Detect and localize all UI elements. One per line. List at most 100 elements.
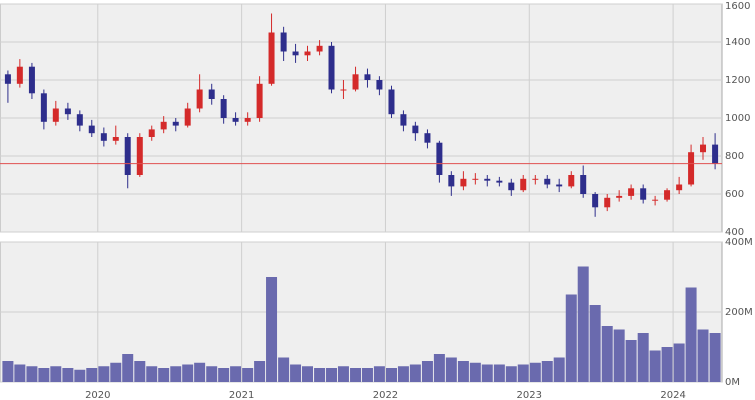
- volume-bar: [493, 364, 505, 382]
- volume-bar: [613, 329, 625, 382]
- candle-body: [520, 178, 527, 191]
- volume-bar: [182, 364, 194, 382]
- candle-body: [316, 45, 323, 52]
- candle-body: [496, 180, 503, 183]
- candle-body: [412, 125, 419, 134]
- candle-body: [400, 114, 407, 126]
- volume-bar: [158, 368, 170, 382]
- candle-body: [112, 137, 119, 141]
- candle-body: [664, 190, 671, 200]
- volume-bar: [625, 340, 637, 382]
- candle-body: [376, 80, 383, 90]
- volume-bar: [74, 369, 86, 382]
- volume-bar: [26, 366, 38, 382]
- volume-bar: [445, 357, 457, 382]
- candle-body: [160, 121, 167, 130]
- candle-body: [40, 93, 47, 122]
- candle-body: [556, 184, 563, 187]
- candle-body: [364, 74, 371, 80]
- candle-body: [628, 188, 635, 196]
- candle-body: [700, 144, 707, 153]
- candle-body: [640, 188, 647, 200]
- candle-body: [712, 144, 719, 164]
- candle-body: [184, 108, 191, 126]
- volume-bar: [314, 368, 326, 382]
- volume-bar: [553, 357, 565, 382]
- volume-bar: [529, 362, 541, 382]
- candle-body: [292, 51, 299, 56]
- x-tick-label: 2023: [517, 390, 542, 400]
- candle-body: [100, 133, 107, 141]
- candle-body: [424, 133, 431, 143]
- candle-body: [340, 89, 347, 91]
- y-tick-label: 200M: [725, 307, 753, 318]
- volume-bar: [649, 350, 661, 382]
- volume-bar: [98, 366, 110, 382]
- candle-body: [124, 137, 131, 175]
- y-tick-label: 1200: [725, 75, 750, 86]
- volume-bar: [481, 364, 493, 382]
- candle-body: [16, 66, 23, 84]
- candle-body: [676, 184, 683, 191]
- volume-bar: [361, 368, 373, 382]
- volume-bar: [350, 368, 362, 382]
- volume-bar: [146, 366, 158, 382]
- volume-bar: [38, 368, 50, 382]
- candle-body: [280, 32, 287, 52]
- candle-body: [448, 175, 455, 187]
- candle-body: [232, 118, 239, 122]
- candle-body: [388, 89, 395, 115]
- volume-bar: [697, 329, 709, 382]
- candle-body: [244, 118, 251, 122]
- volume-bar: [397, 366, 409, 382]
- candle-body: [688, 152, 695, 185]
- volume-bar: [218, 368, 230, 382]
- volume-bar: [541, 361, 553, 382]
- candle-body: [472, 178, 479, 180]
- candle-body: [436, 142, 443, 175]
- volume-bar: [409, 364, 421, 382]
- candle-body: [208, 89, 215, 99]
- volume-bar: [170, 366, 182, 382]
- candle-body: [580, 175, 587, 194]
- candle-body: [652, 199, 659, 201]
- volume-bar: [565, 294, 577, 382]
- volume-bar: [661, 347, 673, 382]
- volume-bar: [2, 361, 14, 382]
- volume-bar: [62, 368, 74, 382]
- volume-bar: [278, 357, 290, 382]
- candle-body: [256, 83, 263, 118]
- candle-body: [268, 32, 275, 84]
- y-tick-label: 400M: [725, 237, 753, 248]
- y-tick-label: 1600: [725, 1, 750, 12]
- x-tick-label: 2022: [373, 390, 398, 400]
- candle-body: [88, 125, 95, 134]
- x-tick-label: 2020: [85, 390, 110, 400]
- y-tick-label: 1000: [725, 113, 750, 124]
- volume-bar: [242, 368, 254, 382]
- y-tick-label: 800: [725, 151, 744, 162]
- volume-bar: [457, 361, 469, 382]
- candle-body: [592, 194, 599, 208]
- candle-body: [532, 178, 539, 180]
- volume-bar: [86, 368, 98, 382]
- x-tick-label: 2024: [660, 390, 685, 400]
- volume-bar: [301, 366, 313, 382]
- volume-bar: [673, 343, 685, 382]
- volume-bar: [290, 364, 302, 382]
- candle-body: [568, 175, 575, 187]
- volume-bar: [254, 361, 266, 382]
- volume-bar: [134, 361, 146, 382]
- candle-body: [220, 99, 227, 118]
- y-tick-label: 0M: [725, 377, 740, 388]
- volume-bar: [589, 305, 601, 382]
- volume-bar: [194, 362, 206, 382]
- candle-body: [172, 121, 179, 126]
- volume-bar: [709, 333, 721, 382]
- x-tick-label: 2021: [229, 390, 254, 400]
- candle-body: [616, 195, 623, 198]
- candle-body: [328, 45, 335, 90]
- candle-body: [304, 51, 311, 56]
- y-tick-label: 600: [725, 189, 744, 200]
- volume-bar: [685, 287, 697, 382]
